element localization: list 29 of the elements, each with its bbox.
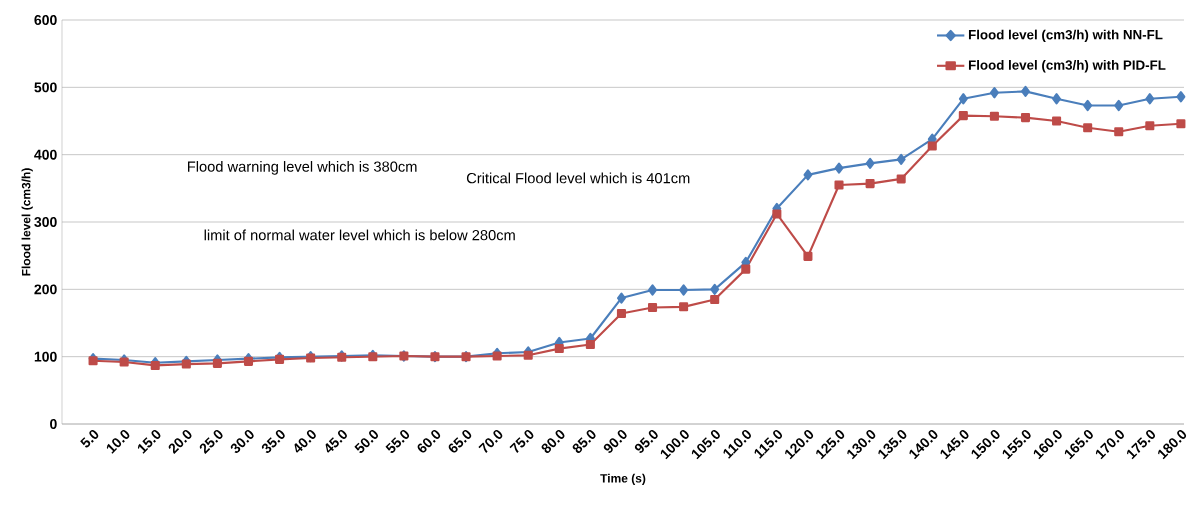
annotation: limit of normal water level which is below 280cm	[204, 229, 515, 241]
x-tick-label: 70.0	[478, 429, 503, 453]
x-tick-label: 30.0	[230, 429, 254, 453]
y-tick-label: 200	[34, 284, 57, 295]
legend-label: Flood level (cm3/h) with NN-FL	[968, 29, 1163, 43]
x-tick-label: 80.0	[541, 429, 565, 453]
x-tick-label: 35.0	[261, 429, 285, 453]
y-tick-label: 0	[50, 419, 57, 429]
y-tick-label: 500	[34, 82, 57, 93]
x-tick-label: 5.0	[80, 429, 99, 448]
x-tick-label: 90.0	[603, 429, 627, 453]
x-tick-label: 60.0	[417, 429, 441, 453]
x-tick-label: 50.0	[354, 429, 378, 453]
annotation: Flood warning level which is 380cm	[188, 161, 417, 175]
y-tick-label: 100	[34, 351, 57, 362]
x-tick-label: 95.0	[634, 429, 658, 453]
y-tick-label: 300	[34, 217, 57, 227]
annotation: Critical Flood level which is 401cm	[466, 172, 690, 184]
y-tick-label: 400	[34, 149, 57, 160]
x-tick-label: 65.0	[448, 429, 472, 453]
x-tick-label: 85.0	[572, 429, 596, 453]
x-tick-label: 45.0	[325, 429, 347, 453]
y-tick-label: 600	[34, 15, 57, 25]
legend-label: Flood level (cm3/h) with PID-FL	[968, 59, 1166, 73]
x-tick-label: 55.0	[385, 429, 410, 453]
x-tick-label: 40.0	[294, 429, 316, 453]
x-tick-label: 75.0	[509, 429, 534, 453]
y-axis-title: Flood level (cm3/h)	[21, 168, 33, 276]
x-axis-title: Time (s)	[600, 473, 646, 485]
